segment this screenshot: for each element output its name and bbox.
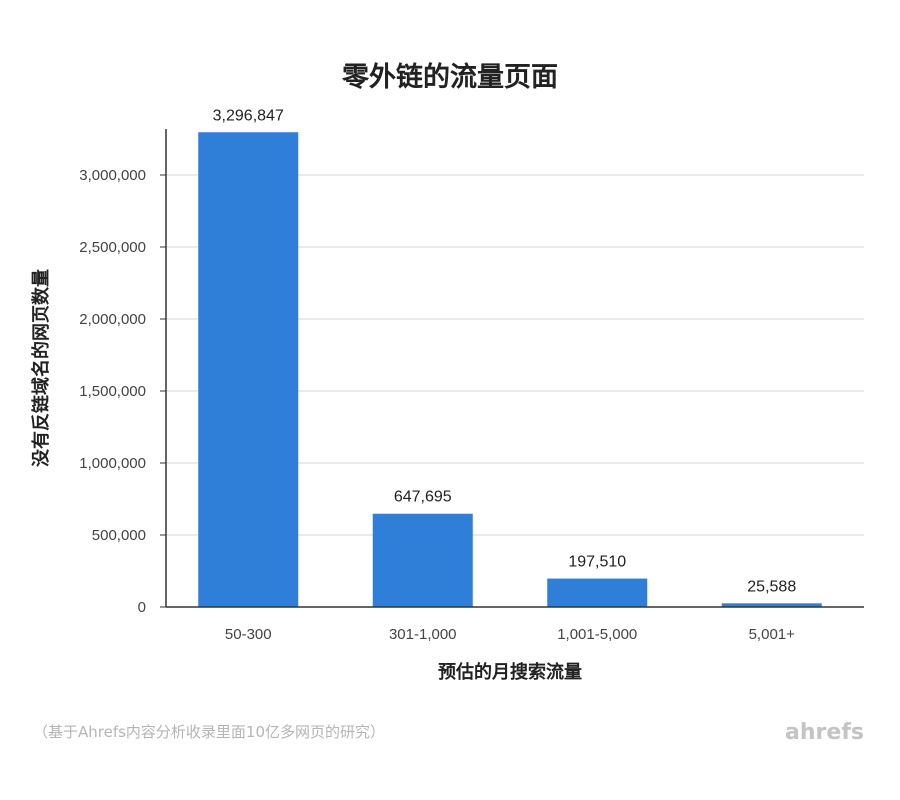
bar-value-label: 647,695 [394, 489, 452, 506]
x-axis-title: 预估的月搜索流量 [438, 661, 582, 683]
y-tick-label: 2,000,000 [79, 311, 146, 328]
y-tick-label: 3,000,000 [79, 167, 146, 184]
x-tick-label: 5,001+ [749, 626, 796, 643]
x-tick-label: 50-300 [225, 626, 272, 643]
chart-title: 零外链的流量页面 [341, 61, 558, 93]
y-axis-title: 没有反链域名的网页数量 [30, 269, 52, 467]
y-axis-ticks: 0 500,000 1,000,000 1,500,000 2,000,000 2,500… [79, 167, 166, 616]
x-tick-label: 301-1,000 [389, 626, 457, 643]
bars [198, 132, 822, 607]
bar-value-label: 25,588 [747, 578, 796, 595]
x-tick-label: 1,001-5,000 [557, 626, 637, 643]
bar [372, 513, 473, 607]
y-tick-label: 0 [138, 599, 146, 616]
bar [547, 578, 648, 607]
value-labels: 3,296,847 647,695 197,510 25,588 [213, 107, 797, 595]
bar-value-label: 197,510 [568, 554, 626, 571]
y-tick-label: 1,500,000 [79, 383, 146, 400]
y-tick-label: 2,500,000 [79, 239, 146, 256]
y-tick-label: 500,000 [92, 527, 146, 544]
ahrefs-logo: ahrefs [785, 720, 864, 745]
bar-value-label: 3,296,847 [213, 107, 284, 124]
footnote: （基于Ahrefs内容分析收录里面10亿多网页的研究） [33, 723, 385, 741]
bar [721, 603, 822, 607]
y-tick-label: 1,000,000 [79, 455, 146, 472]
bar [198, 132, 299, 607]
x-axis-ticks: 50-300 301-1,000 1,001-5,000 5,001+ [225, 626, 795, 643]
